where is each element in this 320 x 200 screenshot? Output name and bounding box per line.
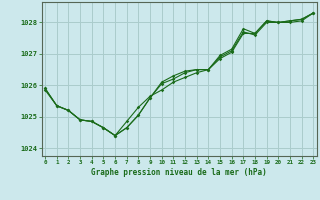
- X-axis label: Graphe pression niveau de la mer (hPa): Graphe pression niveau de la mer (hPa): [91, 168, 267, 177]
